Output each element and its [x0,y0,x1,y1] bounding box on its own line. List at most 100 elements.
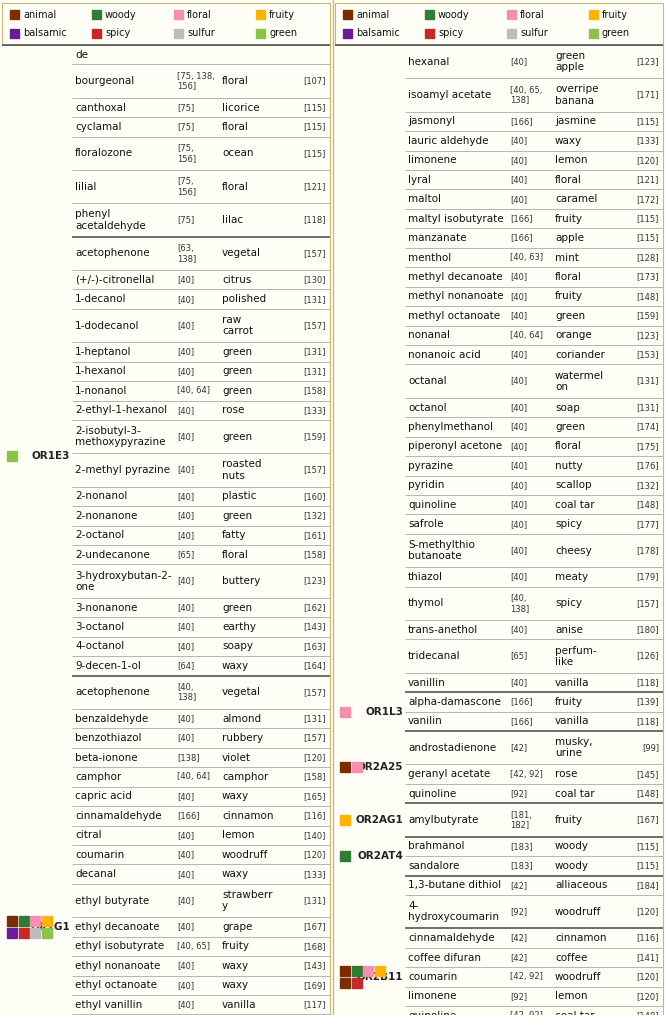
Text: [173]: [173] [636,272,659,281]
Text: [139]: [139] [636,697,659,706]
Text: [115]: [115] [304,103,326,112]
Text: [40]: [40] [510,442,527,451]
Text: [133]: [133] [303,870,326,879]
Text: [40, 64]: [40, 64] [510,331,543,340]
Text: lilial: lilial [75,182,96,192]
Text: [159]: [159] [636,312,659,321]
Text: floral: floral [222,122,249,132]
Text: [40]: [40] [510,155,527,164]
Text: [141]: [141] [636,953,659,962]
Bar [340,852,350,861]
Text: [40]: [40] [177,275,194,284]
Text: apple: apple [555,233,584,243]
Bar [256,10,265,19]
Text: rubbery: rubbery [222,733,263,743]
Text: scallop: scallop [555,480,592,490]
Text: 1-dodecanol: 1-dodecanol [75,321,140,331]
Bar [343,28,352,38]
Text: [115]: [115] [304,123,326,132]
Text: [40]: [40] [177,870,194,879]
Text: musky,
urine: musky, urine [555,737,593,758]
Text: [40]: [40] [177,896,194,905]
Text: coal tar: coal tar [555,1011,595,1015]
Text: spicy: spicy [555,598,582,608]
Text: [40]: [40] [510,422,527,431]
Text: [131]: [131] [303,366,326,376]
Text: rose: rose [222,405,244,415]
Text: nutty: nutty [555,461,583,471]
Text: vanilla: vanilla [555,717,589,727]
Text: [116]: [116] [303,811,326,820]
Text: [123]: [123] [636,331,659,340]
Text: [40]: [40] [510,195,527,204]
Text: [158]: [158] [303,550,326,559]
Text: [131]: [131] [303,896,326,905]
Bar [92,10,101,19]
Text: [121]: [121] [304,182,326,191]
Text: [107]: [107] [303,76,326,85]
Text: ethyl isobutyrate: ethyl isobutyrate [75,941,164,951]
Text: [131]: [131] [303,294,326,303]
Text: floral: floral [555,272,582,282]
Text: lemon: lemon [222,830,255,840]
Text: OR2B11: OR2B11 [356,972,403,982]
Text: 3-octanol: 3-octanol [75,622,124,632]
Text: [181,
182]: [181, 182] [510,811,532,829]
Text: camphor: camphor [222,772,268,782]
Text: anise: anise [555,624,583,634]
Text: spicy: spicy [555,519,582,529]
Text: [115]: [115] [304,149,326,158]
Text: waxy: waxy [222,869,249,879]
Text: [161]: [161] [303,531,326,540]
Text: [120]: [120] [304,851,326,860]
Text: [131]: [131] [303,347,326,356]
Text: soap: soap [555,403,580,412]
Text: bourgeonal: bourgeonal [75,76,134,86]
Bar [340,762,350,772]
Text: waxy: waxy [222,980,249,991]
Text: green: green [555,311,585,321]
Bar [425,10,434,19]
Text: phenyl
acetaldehyde: phenyl acetaldehyde [75,209,146,230]
Bar [589,28,598,38]
Text: benzothiazol: benzothiazol [75,733,142,743]
Text: phenylmethanol: phenylmethanol [408,422,493,432]
Text: lemon: lemon [555,992,587,1002]
Text: cinnamaldehyde: cinnamaldehyde [75,811,162,821]
Text: [148]: [148] [636,789,659,798]
Text: [163]: [163] [303,641,326,651]
Text: [179]: [179] [636,572,659,582]
Text: caramel: caramel [555,194,597,204]
Text: [40,
138]: [40, 138] [177,683,196,701]
Text: fruity: fruity [555,697,583,706]
Text: strawberr
y: strawberr y [222,890,273,911]
Text: quinoline: quinoline [408,1011,456,1015]
Bar [92,28,101,38]
Text: [120]: [120] [636,155,659,164]
Text: green: green [222,511,252,521]
Text: woodruff: woodruff [555,972,601,982]
Text: vegetal: vegetal [222,249,261,259]
Text: [123]: [123] [636,57,659,66]
Text: [40]: [40] [177,980,194,990]
Text: [40]: [40] [510,292,527,300]
Text: [75,
156]: [75, 156] [177,178,196,196]
Text: [133]: [133] [303,406,326,415]
Text: [40]: [40] [510,572,527,582]
Text: floral: floral [222,550,249,559]
Bar [343,10,352,19]
Text: [42]: [42] [510,953,527,962]
Text: [174]: [174] [636,422,659,431]
Text: sulfur: sulfur [187,28,215,39]
Text: [40]: [40] [510,520,527,529]
Text: [118]: [118] [636,717,659,726]
Text: [40]: [40] [177,851,194,860]
Text: capric acid: capric acid [75,792,132,802]
Bar [174,10,183,19]
Text: soapy: soapy [222,641,253,652]
Text: [92]: [92] [510,789,527,798]
Bar [335,3,663,45]
Text: ethyl butyrate: ethyl butyrate [75,895,149,905]
Text: [40]: [40] [177,512,194,521]
Text: overripe
banana: overripe banana [555,84,598,106]
